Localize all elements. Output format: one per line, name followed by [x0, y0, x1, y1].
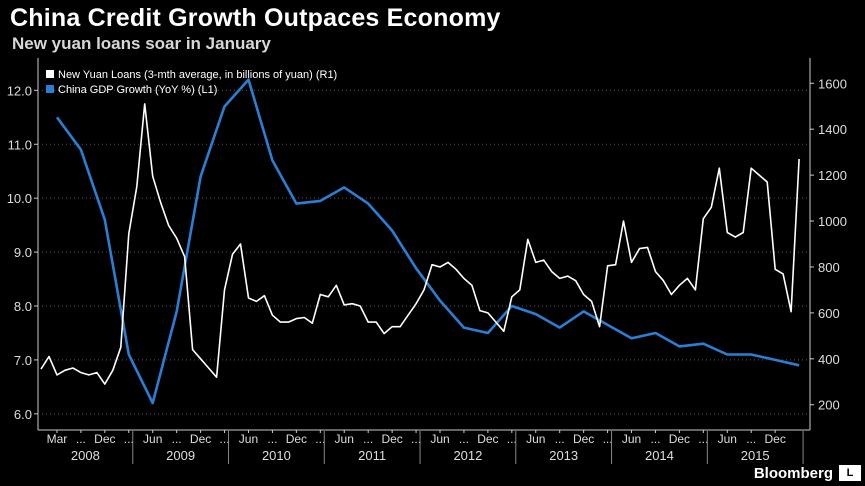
- left-tick-label: 10.0: [7, 191, 32, 206]
- right-tick-label: 400: [818, 352, 840, 367]
- gridlines: [37, 58, 811, 431]
- legend-swatch-gdp: [46, 85, 54, 93]
- year-labels: 2008 2009 2010 2011 2012 2013 2014 2015: [71, 431, 804, 464]
- x-tick-label: Mar: [47, 432, 68, 446]
- year-label: 2010: [262, 448, 291, 463]
- x-axis: Mar... Dec... Jun... Dec... Jun... Dec... Jun.…: [47, 430, 786, 446]
- x-tick-label: ...: [650, 432, 660, 446]
- left-tick-label: 6.0: [14, 407, 32, 422]
- year-label: 2014: [645, 448, 674, 463]
- x-tick-label: Jun: [622, 432, 641, 446]
- x-tick-label: Jun: [143, 432, 162, 446]
- x-tick-label: Dec: [286, 432, 307, 446]
- x-tick-label: Jun: [718, 432, 737, 446]
- x-tick-label: Jun: [239, 432, 258, 446]
- legend: New Yuan Loans (3-mth average, in billio…: [46, 69, 337, 96]
- year-label: 2009: [166, 448, 195, 463]
- right-tick-label: 200: [818, 398, 840, 413]
- x-tick-label: ...: [315, 432, 325, 446]
- right-tick-label: 1200: [818, 168, 847, 183]
- x-tick-label: Dec: [764, 432, 785, 446]
- left-tick-label: 8.0: [14, 299, 32, 314]
- right-tick-label: 600: [818, 306, 840, 321]
- x-tick-label: ...: [76, 432, 86, 446]
- yuan-loans-line: [40, 103, 800, 385]
- right-tick-label: 800: [818, 260, 840, 275]
- x-tick-label: Jun: [335, 432, 354, 446]
- chart-title: China Credit Growth Outpaces Economy: [10, 4, 501, 32]
- chart: 6.0 7.0 8.0 9.0 10.0 11.0 12.0 200 400 600 800 100…: [7, 58, 847, 464]
- year-label: 2008: [71, 448, 100, 463]
- gdp-growth-line: [55, 78, 800, 405]
- left-tick-label: 7.0: [14, 353, 32, 368]
- left-axis: 6.0 7.0 8.0 9.0 10.0 11.0 12.0: [7, 83, 38, 422]
- x-tick-label: Jun: [526, 432, 545, 446]
- year-label: 2013: [549, 448, 578, 463]
- year-label: 2011: [358, 448, 386, 463]
- bloomberg-terminal-icon: L: [839, 465, 861, 481]
- x-tick-label: ...: [459, 432, 469, 446]
- left-tick-label: 12.0: [7, 83, 32, 98]
- right-tick-label: 1600: [818, 76, 847, 91]
- x-tick-label: ...: [555, 432, 565, 446]
- legend-label-loans: New Yuan Loans (3-mth average, in billio…: [58, 69, 337, 81]
- bloomberg-logo: Bloomberg: [753, 465, 833, 482]
- right-axis: 200 400 600 800 1000 1200 1400 1600: [810, 76, 847, 413]
- left-tick-label: 11.0: [8, 137, 32, 152]
- x-tick-label: Dec: [94, 432, 115, 446]
- x-tick-label: ...: [363, 432, 373, 446]
- x-tick-label: ...: [267, 432, 277, 446]
- right-tick-label: 1000: [818, 214, 847, 229]
- x-tick-label: ...: [124, 432, 134, 446]
- x-tick-label: ...: [507, 432, 517, 446]
- x-tick-label: ...: [746, 432, 756, 446]
- x-tick-label: Jun: [430, 432, 449, 446]
- chart-subtitle: New yuan loans soar in January: [12, 34, 271, 53]
- x-tick-label: Dec: [381, 432, 402, 446]
- right-tick-label: 1400: [818, 122, 847, 137]
- year-label: 2012: [453, 448, 482, 463]
- legend-swatch-loans: [46, 70, 54, 78]
- x-tick-label: ...: [172, 432, 182, 446]
- x-tick-label: ...: [220, 432, 230, 446]
- x-tick-label: ...: [603, 432, 613, 446]
- x-tick-label: Dec: [190, 432, 211, 446]
- legend-label-gdp: China GDP Growth (YoY %) (L1): [58, 84, 217, 96]
- left-tick-label: 9.0: [14, 245, 32, 260]
- x-tick-label: Dec: [573, 432, 594, 446]
- year-label: 2015: [741, 448, 770, 463]
- x-tick-label: ...: [698, 432, 708, 446]
- x-tick-label: Dec: [477, 432, 498, 446]
- x-tick-label: ...: [411, 432, 421, 446]
- x-tick-label: Dec: [669, 432, 690, 446]
